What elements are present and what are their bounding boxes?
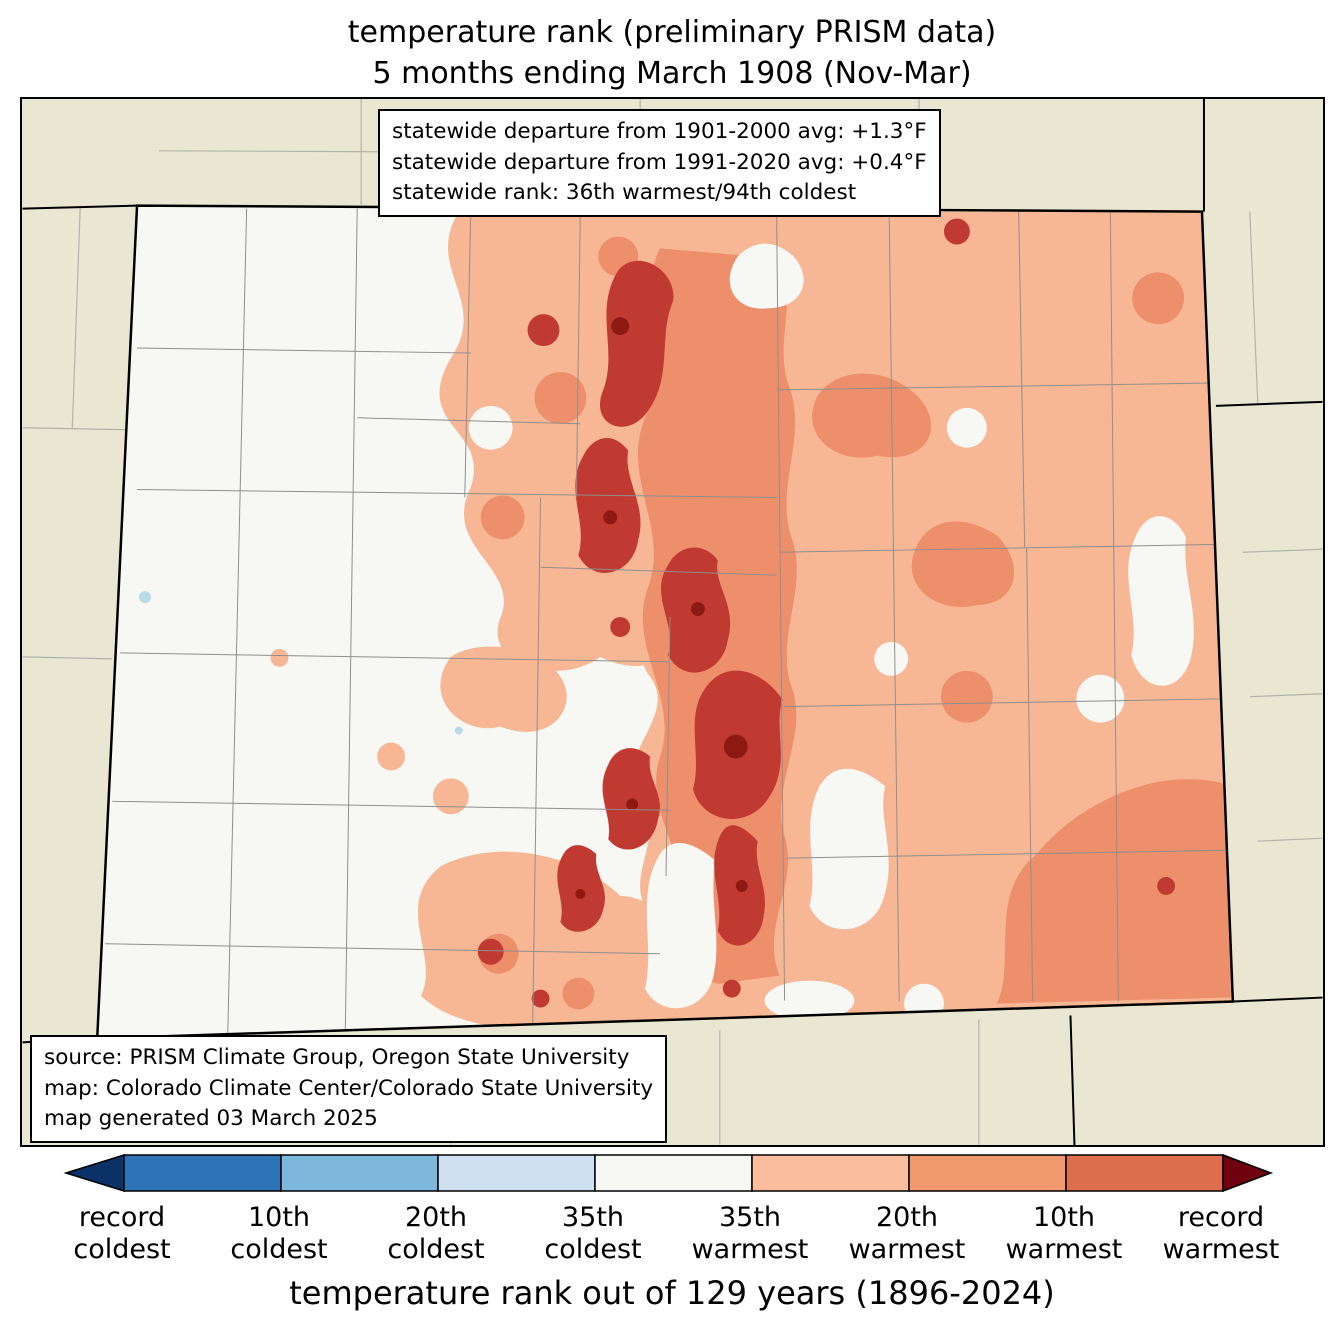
stats-line-departure-1991-2020: statewide departure from 1991-2020 avg: … [392,149,927,175]
map-title: temperature rank (preliminary PRISM data… [0,12,1344,94]
colorado-map [22,99,1323,1145]
cb-label-10th-warmest: 10th warmest [1005,1202,1123,1265]
colorbar-segment-10th-coldest [123,1154,282,1192]
cb-label-record-warmest: record warmest [1162,1202,1280,1265]
colorbar-arrow-record-warmest [1222,1153,1274,1193]
rank-record-warmest-areas [575,317,748,899]
cb-label-20th-coldest: 20th coldest [387,1202,485,1265]
cb-label-35th-warmest: 35th warmest [691,1202,809,1265]
water-bodies [139,591,463,735]
cb-label-20th-warmest: 20th warmest [848,1202,966,1265]
map-credit-line: map: Colorado Climate Center/Colorado St… [44,1075,654,1101]
map-title-line2: 5 months ending March 1908 (Nov-Mar) [372,56,972,92]
colorbar-arrow-record-coldest [63,1153,125,1193]
stats-line-departure-1901-2000: statewide departure from 1901-2000 avg: … [392,119,927,144]
county-lines [105,208,1233,1037]
cb-label-record-coldest: record coldest [73,1202,171,1265]
colorbar-segment-20th-warmest [908,1154,1067,1192]
map-title-line1: temperature rank (preliminary PRISM data… [347,15,997,50]
map-generated-line: map generated 03 March 2025 [44,1106,378,1132]
source-box: source: PRISM Climate Group, Oregon Stat… [30,1035,668,1143]
map-frame: statewide departure from 1901-2000 avg: … [20,97,1325,1147]
colorbar-segment-10th-warmest [1065,1154,1224,1192]
near-normal-patches [430,243,1194,1024]
stats-line-rank: statewide rank: 36th warmest/94th coldes… [392,180,857,206]
colorbar [63,1153,1274,1193]
colorbar-segment-35th-coldest [437,1154,596,1192]
cb-label-35th-coldest: 35th coldest [544,1202,642,1265]
cb-label-10th-coldest: 10th coldest [230,1202,328,1265]
colorbar-segment-20th-coldest [280,1154,439,1192]
rank-10th-warmest-areas [477,218,1176,1008]
colorbar-segment-near-normal [594,1154,753,1192]
colorbar-segment-35th-warmest [751,1154,910,1192]
source-line: source: PRISM Climate Group, Oregon Stat… [44,1045,630,1070]
stats-box: statewide departure from 1901-2000 avg: … [378,109,941,217]
colorbar-caption: temperature rank out of 129 years (1896-… [289,1274,1055,1312]
